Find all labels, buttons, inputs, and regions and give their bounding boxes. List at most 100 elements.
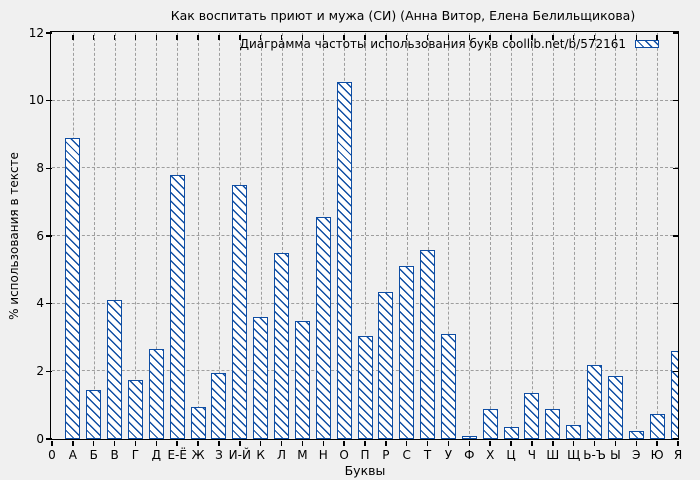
legend-swatch: [635, 40, 659, 48]
bar-Ц: [503, 427, 519, 439]
x-tick: [72, 440, 74, 446]
bar-О: [336, 82, 352, 439]
legend-label: Диаграмма частоты использования букв coo…: [239, 37, 626, 51]
x-tick: [301, 440, 304, 446]
x-tick-label: П: [360, 448, 370, 462]
v-gridline: [594, 33, 596, 439]
x-tick: [113, 440, 116, 446]
bar-Ж: [190, 406, 206, 439]
x-tick-label: Т: [423, 448, 432, 462]
v-gridline: [490, 33, 492, 439]
x-tick: [447, 440, 450, 446]
x-tick-label: 0: [48, 448, 56, 462]
x-tick-label: А: [68, 448, 77, 462]
x-tick-label: З: [215, 448, 223, 462]
x-tick-label: Ш: [546, 448, 560, 462]
v-gridline: [511, 33, 513, 439]
v-gridline: [636, 33, 638, 439]
x-tick: [552, 440, 554, 446]
bar-И-Й: [232, 185, 248, 439]
x-tick-label: Ц: [506, 448, 516, 462]
v-gridline: [114, 33, 116, 439]
x-tick-label: Б: [89, 448, 98, 462]
x-tick: [656, 440, 658, 446]
x-tick: [531, 440, 533, 446]
v-gridline: [93, 33, 95, 439]
x-tick: [385, 440, 387, 446]
x-tick-label: Ч: [527, 448, 537, 462]
bar-Ь-Ъ: [587, 364, 603, 439]
bar-К: [253, 317, 269, 439]
x-tick-label: Л: [277, 448, 287, 462]
x-tick-label: Р: [382, 448, 390, 462]
y-tick-label: 0: [36, 431, 44, 446]
bar-Ы: [607, 376, 623, 439]
v-gridline: [448, 33, 450, 439]
y-tick-label: 12: [28, 25, 44, 40]
legend: Диаграмма частоты использования букв coo…: [240, 37, 659, 51]
x-tick: [259, 440, 262, 446]
x-tick: [426, 440, 429, 446]
bar-Р: [378, 291, 394, 439]
x-tick-label: Я: [673, 448, 683, 462]
v-gridline: [615, 33, 617, 439]
x-tick: [614, 440, 617, 446]
x-tick: [176, 440, 178, 446]
x-tick-label: Щ: [567, 448, 581, 462]
v-gridline: [218, 33, 220, 439]
bar-М: [294, 320, 310, 439]
bar-Б: [86, 389, 102, 439]
bar-А: [65, 137, 81, 439]
x-tick-label: С: [402, 448, 411, 462]
v-gridline: [365, 33, 366, 439]
bar-П: [357, 335, 373, 439]
bar-Я: [670, 351, 678, 439]
bar-Ю: [649, 413, 665, 439]
v-gridline: [135, 33, 137, 439]
bar-Ф: [461, 435, 477, 439]
v-gridline: [385, 33, 387, 439]
bar-Г: [127, 379, 143, 439]
chart-title: Как воспитать приют и мужа (СИ) (Анна Ви…: [170, 8, 636, 23]
v-gridline: [552, 33, 554, 439]
x-tick-label: Ы: [610, 448, 621, 462]
x-tick: [405, 440, 408, 446]
bar-Ш: [545, 408, 561, 439]
x-tick-label: Х: [486, 448, 495, 462]
y-tick-label: 10: [28, 93, 44, 108]
bar-В: [107, 300, 123, 439]
bar-У: [440, 334, 456, 439]
v-gridline: [281, 33, 283, 439]
x-tick: [218, 440, 220, 446]
y-tick-label: 2: [36, 363, 44, 378]
x-tick: [593, 440, 596, 446]
plot-area: [52, 33, 678, 439]
x-tick-label: К: [256, 448, 265, 462]
x-tick-label: Э: [632, 448, 641, 462]
x-tick: [51, 440, 53, 446]
x-tick-label: Ь-Ъ: [583, 448, 606, 462]
x-tick: [468, 440, 471, 446]
x-tick-label: В: [110, 448, 119, 462]
v-gridline: [198, 33, 200, 439]
x-tick: [134, 440, 137, 446]
bar-Щ: [566, 425, 582, 439]
x-tick: [510, 440, 512, 446]
x-tick: [489, 440, 491, 446]
x-tick-label: Д: [151, 448, 162, 462]
x-tick: [572, 440, 575, 446]
v-gridline: [531, 33, 533, 439]
x-tick: [677, 440, 679, 446]
bar-Д: [148, 349, 164, 439]
v-gridline: [469, 33, 471, 439]
bar-Х: [482, 408, 498, 439]
v-gridline: [302, 33, 304, 439]
bar-Е-Ё: [169, 175, 185, 439]
x-tick: [239, 440, 241, 446]
y-axis-label: % использования в тексте: [7, 152, 21, 320]
x-tick-label: Ф: [464, 448, 475, 462]
x-tick-label: И-Й: [228, 448, 251, 462]
x-tick-label: Ж: [191, 448, 205, 462]
bar-Э: [628, 430, 644, 439]
